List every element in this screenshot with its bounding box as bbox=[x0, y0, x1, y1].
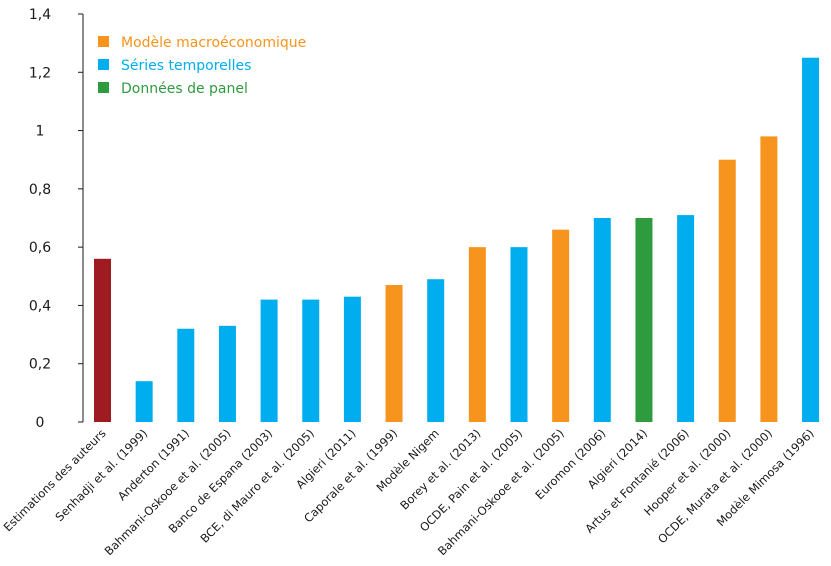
bar bbox=[177, 328, 195, 422]
bar bbox=[635, 218, 653, 422]
legend-swatch bbox=[98, 82, 109, 93]
y-tick-label: 0,4 bbox=[29, 298, 51, 314]
bar bbox=[468, 247, 486, 422]
y-tick-label: 1 bbox=[36, 124, 45, 140]
x-tick-label: Borey et al. (2013) bbox=[397, 426, 483, 512]
legend-label: Données de panel bbox=[121, 81, 248, 97]
bar bbox=[510, 247, 528, 422]
bar bbox=[427, 279, 445, 422]
bar bbox=[677, 215, 695, 422]
legend-label: Modèle macroéconomique bbox=[121, 35, 306, 51]
bar bbox=[260, 299, 278, 422]
bar bbox=[718, 159, 736, 422]
bar bbox=[385, 285, 403, 422]
legend-swatch bbox=[98, 59, 109, 70]
bar bbox=[760, 136, 778, 422]
x-tick-label: Anderton (1991) bbox=[115, 426, 192, 503]
y-tick-label: 0 bbox=[36, 415, 45, 431]
legend-label: Séries temporelles bbox=[121, 58, 251, 74]
y-tick-label: 0,2 bbox=[29, 357, 51, 373]
y-tick-label: 0,8 bbox=[29, 182, 51, 198]
bar bbox=[135, 381, 153, 422]
bar bbox=[343, 296, 361, 422]
legend: Modèle macroéconomique Séries temporelles… bbox=[98, 35, 306, 97]
x-tick-label: Euromon (2006) bbox=[532, 426, 608, 502]
bar bbox=[94, 258, 111, 422]
y-tick-label: 1,2 bbox=[29, 65, 51, 81]
y-tick-label: 1,4 bbox=[29, 7, 51, 23]
y-tick-label: 0,6 bbox=[29, 240, 51, 256]
legend-swatch bbox=[98, 36, 109, 47]
bar bbox=[218, 325, 236, 422]
bar bbox=[302, 299, 320, 422]
y-axis: 0 0,2 0,4 0,6 0,8 1 1,2 1,4 bbox=[29, 7, 84, 431]
bar bbox=[593, 218, 611, 422]
bar bbox=[552, 229, 570, 422]
bars bbox=[94, 57, 820, 422]
bar bbox=[802, 57, 820, 422]
